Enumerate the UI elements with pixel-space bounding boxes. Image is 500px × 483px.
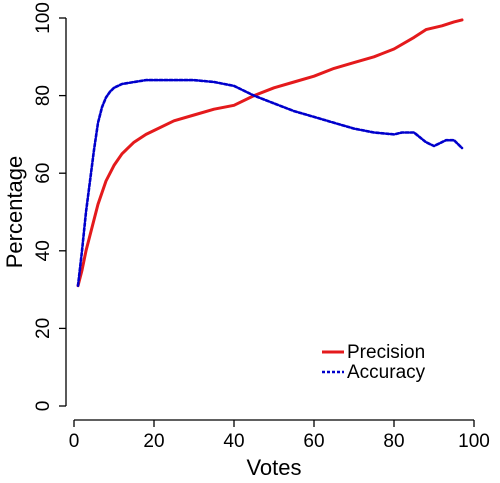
legend-label-precision: Precision [347, 342, 425, 363]
x-tick-label: 60 [303, 431, 324, 452]
x-tick-label: 80 [383, 431, 404, 452]
y-tick-label: 60 [33, 163, 54, 184]
x-tick-label: 0 [69, 431, 80, 452]
x-tick-label: 100 [458, 431, 490, 452]
chart-axes: 0 20 40 60 80 100 0 20 40 60 80 100 [33, 2, 490, 452]
x-tick-label: 40 [223, 431, 244, 452]
y-axis-title: Percentage [2, 156, 27, 269]
series-line-precision [76, 18, 464, 288]
y-tick-label: 0 [33, 401, 54, 412]
y-tick-label: 100 [33, 2, 54, 34]
chart-lines [76, 18, 464, 288]
x-axis-title: Votes [246, 455, 301, 480]
series-line-accuracy [76, 78, 464, 288]
y-tick-label: 20 [33, 318, 54, 339]
y-tick-label: 40 [33, 240, 54, 261]
legend-label-accuracy: Accuracy [347, 362, 426, 383]
x-tick-label: 20 [143, 431, 164, 452]
y-tick-label: 80 [33, 85, 54, 106]
